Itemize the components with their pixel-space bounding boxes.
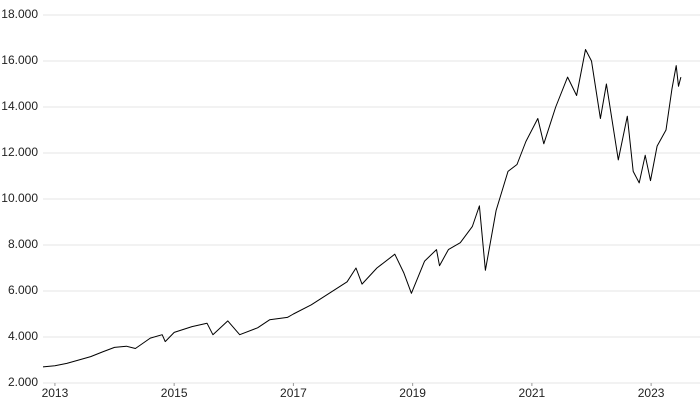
- x-tick-label: 2017: [280, 386, 307, 400]
- y-tick-label: 12.000: [1, 145, 38, 159]
- y-tick-label: 14.000: [1, 99, 38, 113]
- y-tick-label: 8.000: [8, 237, 38, 251]
- y-tick-label: 2.000: [8, 375, 38, 389]
- y-tick-label: 16.000: [1, 53, 38, 67]
- x-tick-label: 2019: [399, 386, 426, 400]
- x-tick-label: 2013: [42, 386, 69, 400]
- x-tick-label: 2015: [161, 386, 188, 400]
- y-tick-label: 6.000: [8, 283, 38, 297]
- line: [42, 49, 682, 368]
- y-tick-label: 10.000: [1, 191, 38, 205]
- y-tick-label: 18.000: [1, 7, 38, 21]
- y-tick-label: 4.000: [8, 329, 38, 343]
- x-tick-label: 2023: [638, 386, 665, 400]
- x-tick-label: 2021: [519, 386, 546, 400]
